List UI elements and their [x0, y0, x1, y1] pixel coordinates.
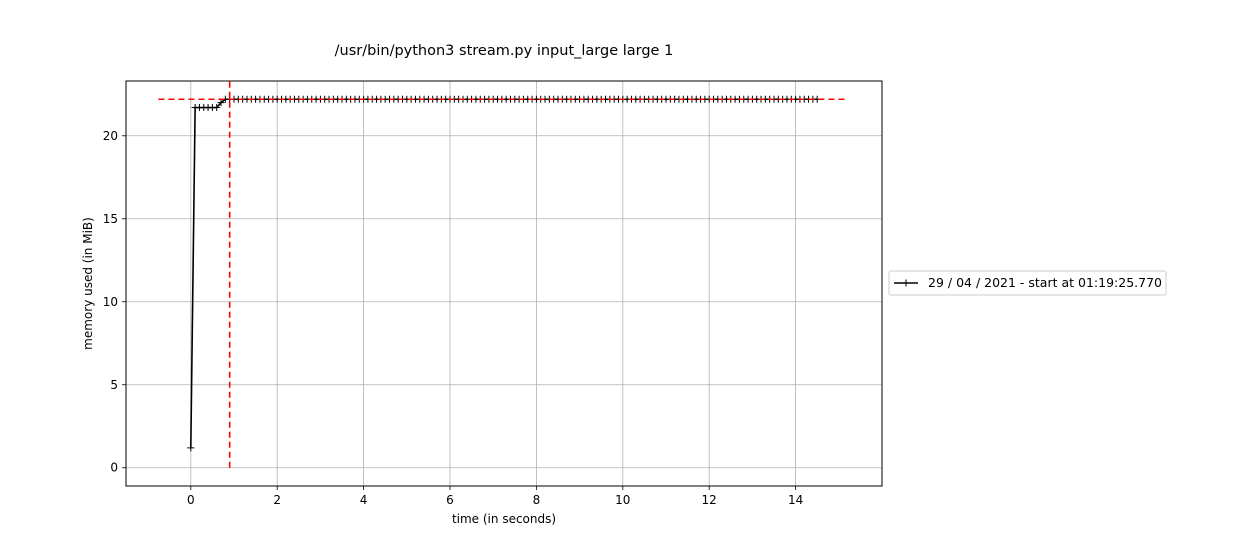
x-tick-label: 8: [533, 493, 541, 507]
data-point-marker: [217, 99, 225, 107]
x-tick-label: 2: [273, 493, 281, 507]
x-tick-label: 10: [615, 493, 630, 507]
x-axis-label: time (in seconds): [452, 512, 556, 526]
x-tick-label: 0: [187, 493, 195, 507]
y-tick-label: 15: [103, 212, 118, 226]
y-tick-label: 0: [110, 461, 118, 475]
x-tick-label: 6: [446, 493, 454, 507]
y-axis-label: memory used (in MiB): [81, 217, 95, 350]
axes-frame: [125, 80, 883, 487]
y-tick-label: 5: [110, 378, 118, 392]
legend: 29 / 04 / 2021 - start at 01:19:25.770: [888, 270, 1167, 296]
x-tick-label: 12: [702, 493, 717, 507]
y-tick-label: 10: [103, 295, 118, 309]
legend-box: [888, 270, 1167, 296]
x-tick-label: 4: [360, 493, 368, 507]
axis-ticks: 0 2 4 6 8 10 12 14 0 5 10 15 20: [103, 129, 804, 507]
x-tick-label: 14: [788, 493, 803, 507]
y-tick-label: 20: [103, 129, 118, 143]
grid-lines: [126, 81, 882, 486]
data-point-marker: [213, 104, 221, 112]
legend-entry-label: 29 / 04 / 2021 - start at 01:19:25.770: [928, 275, 1162, 290]
legend-marker-swatch: [902, 279, 910, 287]
plot-area: [158, 81, 848, 468]
data-point-marker: [187, 444, 195, 452]
chart-title: /usr/bin/python3 stream.py input_large l…: [335, 43, 674, 59]
